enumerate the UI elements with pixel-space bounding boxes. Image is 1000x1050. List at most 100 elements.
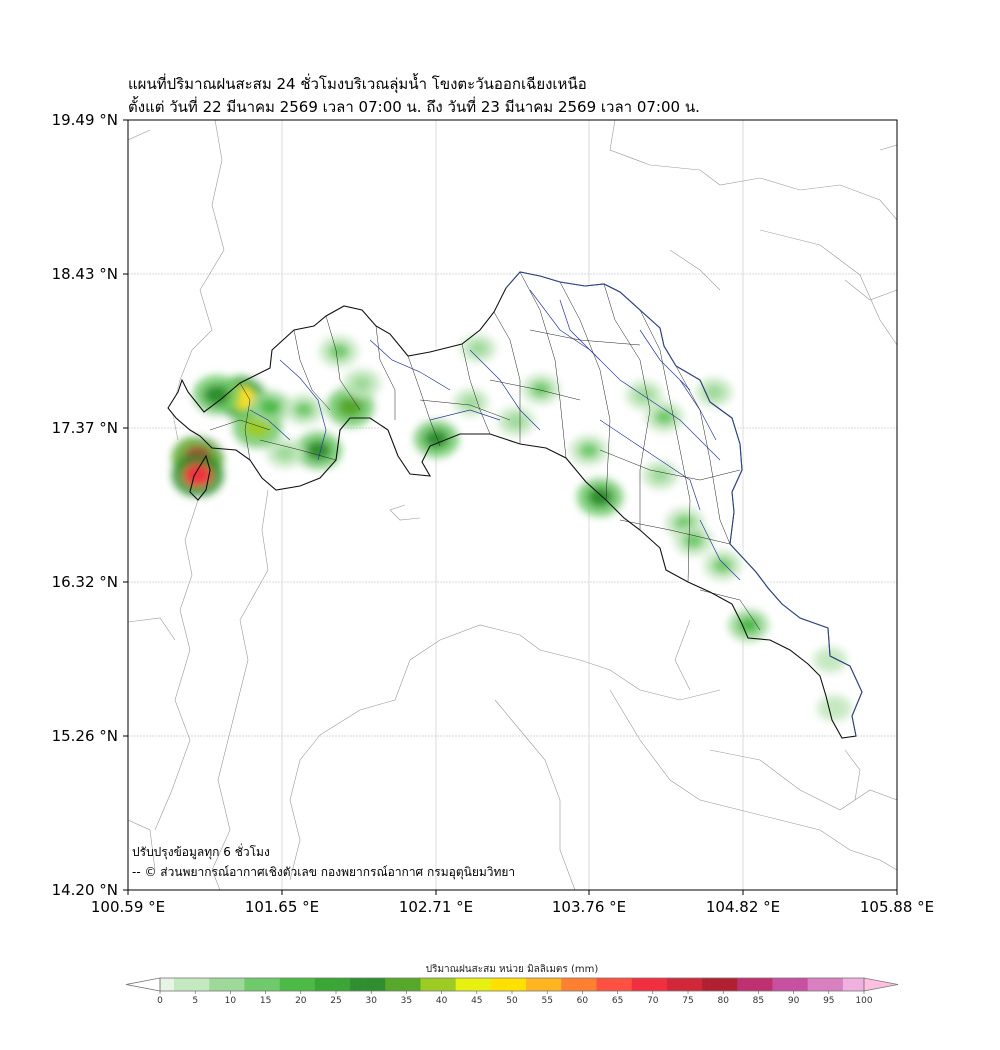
colorbar-cell <box>758 978 766 991</box>
lat-tick-label: 14.20 °N <box>52 881 118 899</box>
colorbar-cell <box>835 978 844 991</box>
colorbar-cell <box>702 978 710 991</box>
colorbar-cell <box>378 978 386 991</box>
colorbar-cell <box>181 978 189 991</box>
rain-cell <box>738 616 760 634</box>
rain-cell <box>650 467 670 483</box>
colorbar-cell <box>293 978 302 991</box>
colorbar-cell <box>448 978 456 991</box>
rain-cell <box>337 396 364 417</box>
colorbar-label: 60 <box>577 996 589 1006</box>
colorbar-max-extension <box>863 977 899 992</box>
colorbar-cell <box>343 978 351 991</box>
colorbar-cell <box>695 978 703 991</box>
colorbar-cell <box>856 978 865 991</box>
colorbar-cell <box>631 978 640 991</box>
colorbar-cell <box>638 978 647 991</box>
colorbar-cell <box>716 978 724 991</box>
colorbar-cell <box>821 978 830 991</box>
colorbar-title: ปริมาณฝนสะสม หน่วย มิลลิเมตร (mm) <box>426 964 599 975</box>
rain-cell <box>704 384 724 400</box>
colorbar-label: 90 <box>788 996 800 1006</box>
rain-cell <box>469 341 488 356</box>
rain-cell <box>578 442 599 459</box>
colorbar: ปริมาณฝนสะสม หน่วย มิลลิเมตร (mm) 0 5 10 15… <box>125 964 899 1006</box>
colorbar-cell <box>589 978 597 991</box>
colorbar-cell <box>265 978 273 991</box>
colorbar-cell <box>519 978 527 991</box>
colorbar-cell <box>807 978 816 991</box>
colorbar-cell <box>441 978 449 991</box>
sub-basin-boundaries <box>209 271 761 631</box>
colorbar-cell <box>307 978 316 991</box>
colorbar-cell <box>751 978 759 991</box>
colorbar-cell <box>462 978 471 991</box>
colorbar-cell <box>350 978 358 991</box>
rain-cell <box>423 429 449 449</box>
colorbar-cell <box>842 978 851 991</box>
colorbar-cell <box>413 978 421 991</box>
colorbar-cell <box>568 978 576 991</box>
colorbar-cell <box>371 978 379 991</box>
colorbar-label: 95 <box>823 996 834 1006</box>
colorbar-label: 25 <box>330 996 341 1006</box>
colorbar-label: 55 <box>541 996 552 1006</box>
lat-tick-label: 17.37 °N <box>52 419 118 437</box>
lat-tick-label: 18.43 °N <box>52 265 118 283</box>
rain-cell <box>506 413 526 429</box>
colorbar-cell <box>279 978 288 991</box>
colorbar-cell <box>610 978 618 991</box>
colorbar-cell <box>336 978 344 991</box>
colorbar-cell <box>244 978 252 991</box>
rain-cell <box>293 401 315 418</box>
colorbar-cell <box>709 978 717 991</box>
colorbar-cell <box>272 978 280 991</box>
colorbar-label: 65 <box>612 996 623 1006</box>
rain-cell <box>203 385 230 406</box>
colorbar-label: 80 <box>717 996 729 1006</box>
colorbar-cell <box>237 978 245 991</box>
colorbar-cell <box>321 978 330 991</box>
colorbar-cell <box>849 978 858 991</box>
colorbar-cell <box>688 978 696 991</box>
colorbar-cell <box>793 978 801 991</box>
colorbar-cell <box>406 978 414 991</box>
colorbar-cell <box>603 978 611 991</box>
colorbar-cell <box>772 978 780 991</box>
colorbar-cell <box>800 978 808 991</box>
colorbar-cell <box>737 978 745 991</box>
colorbar-cell <box>328 978 337 991</box>
colorbar-cell <box>469 978 478 991</box>
colorbar-cell <box>554 978 562 991</box>
colorbar-cell <box>582 978 590 991</box>
colorbar-label: 85 <box>753 996 764 1006</box>
colorbar-cell <box>659 978 668 991</box>
colorbar-cell <box>286 978 295 991</box>
colorbar-cell <box>385 978 393 991</box>
colorbar-cell <box>723 978 731 991</box>
colorbar-label: 75 <box>682 996 693 1006</box>
update-note: ปรับปรุงข้อมูลทุก 6 ชั่วโมง <box>132 843 270 860</box>
colorbar-cell <box>399 978 407 991</box>
colorbar-cell <box>357 978 365 991</box>
mekong-river <box>505 271 863 737</box>
lat-tick-label: 15.26 °N <box>52 727 118 745</box>
lat-tick-label: 16.32 °N <box>52 573 118 591</box>
colorbar-cell <box>216 978 224 991</box>
colorbar-cell <box>512 978 520 991</box>
colorbar-cell <box>188 978 196 991</box>
lon-tick-label: 104.82 °E <box>706 898 780 916</box>
colorbar-cell <box>455 978 464 991</box>
colorbar-cell <box>300 978 309 991</box>
colorbar-cell <box>624 978 632 991</box>
map-frame <box>127 119 898 891</box>
colorbar-cell <box>167 978 175 991</box>
colorbar-cell <box>392 978 400 991</box>
colorbar-label: 20 <box>295 996 307 1006</box>
colorbar-cell <box>160 978 168 991</box>
axis-ticks <box>123 119 898 895</box>
colorbar-cell <box>744 978 752 991</box>
rain-cell <box>821 653 839 667</box>
colorbar-cell <box>814 978 823 991</box>
colorbar-cell <box>483 978 492 991</box>
